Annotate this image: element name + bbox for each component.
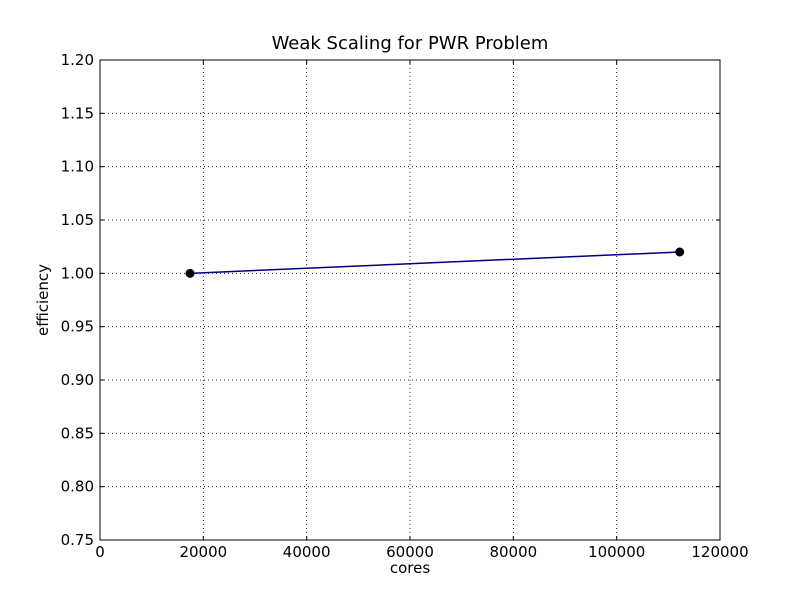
- x-tick-label: 80000: [489, 543, 537, 561]
- y-tick-label: 1.10: [61, 158, 94, 176]
- grid-layer: [100, 60, 720, 540]
- y-tick-label: 0.90: [61, 371, 94, 389]
- x-tick-label: 20000: [179, 543, 227, 561]
- y-tick-label: 0.75: [61, 531, 94, 549]
- plot-frame: [99, 59, 721, 541]
- y-tick-label: 0.95: [61, 318, 94, 336]
- chart-title: Weak Scaling for PWR Problem: [272, 33, 549, 54]
- y-axis-label: efficiency: [34, 264, 52, 336]
- series-line: [189, 251, 680, 275]
- y-tick-label: 1.20: [61, 51, 94, 69]
- x-tick-label: 40000: [283, 543, 331, 561]
- y-tick-label: 0.80: [61, 478, 94, 496]
- data-point: [185, 268, 195, 278]
- data-point: [675, 247, 685, 257]
- y-tick-label: 1.00: [61, 264, 94, 282]
- x-tick-label: 120000: [691, 543, 748, 561]
- x-tick-label: 100000: [588, 543, 645, 561]
- series-layer: [185, 247, 685, 278]
- y-tick-label: 0.85: [61, 424, 94, 442]
- x-tick-label: 60000: [386, 543, 434, 561]
- x-axis-label: cores: [390, 559, 430, 577]
- y-tick-label: 1.05: [61, 211, 94, 229]
- axes-layer: 0 20000 40000 60000 80000 100000 120000 0.75 0.8…: [61, 51, 749, 561]
- y-tick-label: 1.15: [61, 104, 94, 122]
- x-tick-label: 0: [95, 543, 105, 561]
